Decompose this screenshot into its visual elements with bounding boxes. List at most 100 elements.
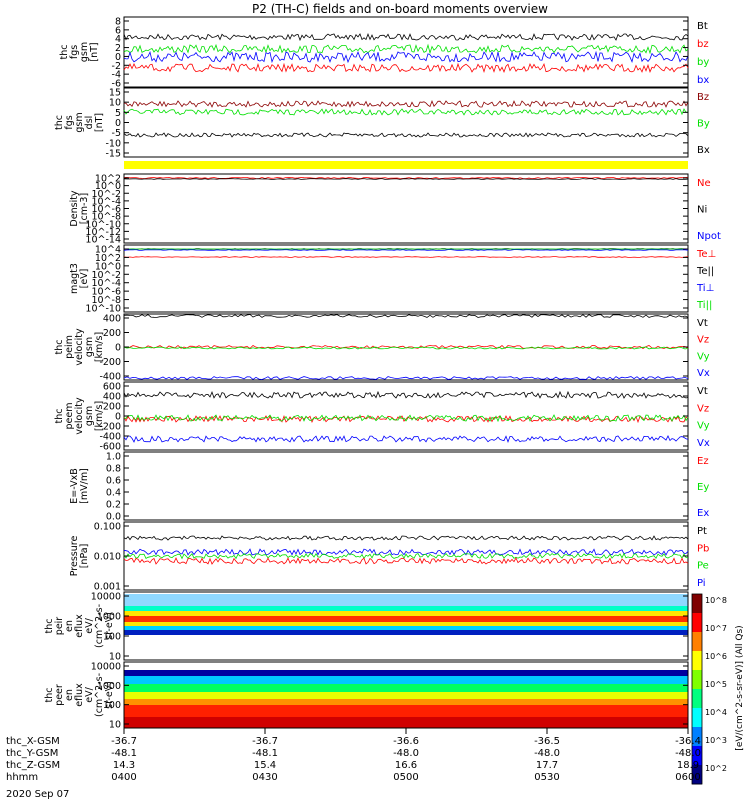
panel-frame xyxy=(123,381,689,451)
y-axis-label: E=-VxB[mV/m] xyxy=(69,468,90,504)
trace-line xyxy=(123,414,689,423)
x-tick-label: -48.0 xyxy=(675,748,701,759)
spectrogram-band xyxy=(124,662,688,670)
y-tick-label: 100 xyxy=(103,632,121,643)
panel-pressure: 0.100 0.010 0.001 Pressure[nPa] Pt Pb Pe Pi xyxy=(69,521,709,593)
y-axis-label: thcpeemvelocitygsm[km/s] xyxy=(54,397,105,435)
panel-frame xyxy=(123,451,689,521)
trace-line xyxy=(123,535,689,541)
panel-density: 10^210^010^-210^-410^-610^-810^-1010^-12… xyxy=(69,173,721,246)
legend-label: Vz xyxy=(697,335,709,346)
y-tick-label: 1.0 xyxy=(106,452,121,463)
y-tick-label: -200 xyxy=(99,357,121,368)
y-tick-label: 100 xyxy=(103,700,121,711)
legend-label: By xyxy=(697,119,710,130)
legend-label: by xyxy=(697,57,709,68)
panel-frame xyxy=(123,244,689,313)
y-tick-label: 0 xyxy=(115,118,121,129)
panel-peim_vel: 400 200 0 -200 -400 thcpeimvelocitygsm[km/s] V… xyxy=(54,313,710,383)
colorbar-segment xyxy=(692,689,702,709)
y-tick-label: 10^-8 xyxy=(91,295,121,306)
spectrogram-band xyxy=(124,616,688,622)
trace-line xyxy=(123,99,689,108)
y-tick-label: 10^-10 xyxy=(85,304,121,315)
y-tick-label: 10^-4 xyxy=(91,196,121,207)
y-tick-label: 6 xyxy=(115,25,121,36)
x-axis-labels: thc_X-GSMthc_Y-GSMthc_Z-GSMhhmm-36.7-48.… xyxy=(6,728,701,783)
legend-label: Ey xyxy=(697,482,709,493)
date-label: 2020 Sep 07 xyxy=(6,789,69,800)
y-tick-label: 10 xyxy=(109,98,121,109)
spectrogram-band xyxy=(124,594,688,606)
spectrogram-band xyxy=(124,622,688,626)
trace-line xyxy=(123,346,689,350)
legend-label: Pt xyxy=(697,526,707,537)
y-axis-label-line: fgs xyxy=(64,115,75,129)
y-axis-label-line: [cm-3] xyxy=(79,193,90,224)
y-tick-label: 10 xyxy=(109,652,121,663)
y-tick-label: 200 xyxy=(103,328,121,339)
y-axis-label-line: dsl xyxy=(84,116,95,130)
trace-line xyxy=(123,557,689,565)
y-tick-label: 0.8 xyxy=(106,464,121,475)
colorbar-segment xyxy=(692,765,702,785)
y-axis-label-line: [km/s] xyxy=(94,401,105,431)
y-axis-label-line: en xyxy=(64,620,75,632)
legend-label: Te⊥ xyxy=(696,249,716,260)
y-axis-label-line: peir xyxy=(54,617,65,636)
legend-label: Ex xyxy=(697,508,709,519)
legend-label: Ni xyxy=(697,205,707,216)
x-tick-label: 15.4 xyxy=(254,760,276,771)
y-axis-label-line: peer xyxy=(54,684,65,706)
y-tick-label: -400 xyxy=(99,432,121,443)
y-tick-label: 0 xyxy=(115,343,121,354)
trace-line xyxy=(123,256,689,258)
x-tick-label: 18.9 xyxy=(677,760,699,771)
y-tick-label: 10^-10 xyxy=(85,219,121,230)
x-tick-label: -36.6 xyxy=(393,736,419,747)
x-tick-label: 0400 xyxy=(111,772,136,783)
y-axis-label-line: gsm xyxy=(84,406,95,426)
y-tick-label: 10^0 xyxy=(95,261,121,272)
y-axis-label-line: magt3 xyxy=(69,263,80,294)
y-axis-label-line: (cm^2-s- xyxy=(94,604,105,648)
y-tick-label: 400 xyxy=(103,314,121,325)
colorbar-segment xyxy=(692,632,702,652)
legend-label: Bx xyxy=(697,145,710,156)
y-axis-label-line: eV/ xyxy=(84,617,95,633)
legend-label: Vz xyxy=(697,403,709,414)
y-axis-label-line: thc xyxy=(54,340,65,355)
y-tick-label: 10^4 xyxy=(95,245,121,256)
y-tick-label: 4 xyxy=(115,34,121,45)
colorbar-tick-label: 10^4 xyxy=(705,708,727,717)
colorbar-segment xyxy=(692,613,702,633)
spectrogram-band xyxy=(124,670,688,676)
trace-line xyxy=(123,552,689,560)
y-tick-label: 0.0 xyxy=(106,512,121,523)
x-tick-label: 0430 xyxy=(252,772,277,783)
y-axis-label-line: peem xyxy=(64,403,75,430)
y-axis-label-line: [mV/m] xyxy=(79,468,90,504)
colorbar-segment xyxy=(692,670,702,690)
y-axis-label-line: en xyxy=(64,689,75,701)
y-tick-label: 0 xyxy=(115,412,121,423)
y-tick-label: 0.001 xyxy=(94,582,121,593)
panel-frame xyxy=(123,313,689,381)
trace-line xyxy=(123,132,689,138)
trace-line xyxy=(123,108,689,116)
x-tick-label: -36.7 xyxy=(252,736,278,747)
y-axis-label-line: [eV] xyxy=(79,269,90,289)
panel-frame xyxy=(123,87,689,158)
legend-label: Npot xyxy=(697,231,721,242)
y-tick-label: 0.010 xyxy=(94,552,121,563)
x-tick-label: -48.1 xyxy=(111,748,137,759)
y-axis-label-line: [nT] xyxy=(89,42,100,61)
panel-frame xyxy=(123,16,689,88)
y-axis-label-line: gsm xyxy=(79,42,90,62)
spectrogram-band xyxy=(124,699,688,705)
y-tick-label: -600 xyxy=(99,442,121,453)
legend-label: Pe xyxy=(697,561,709,572)
y-axis-label-line: (cm^2-s- xyxy=(94,673,105,717)
y-tick-label: 0.2 xyxy=(106,500,121,511)
